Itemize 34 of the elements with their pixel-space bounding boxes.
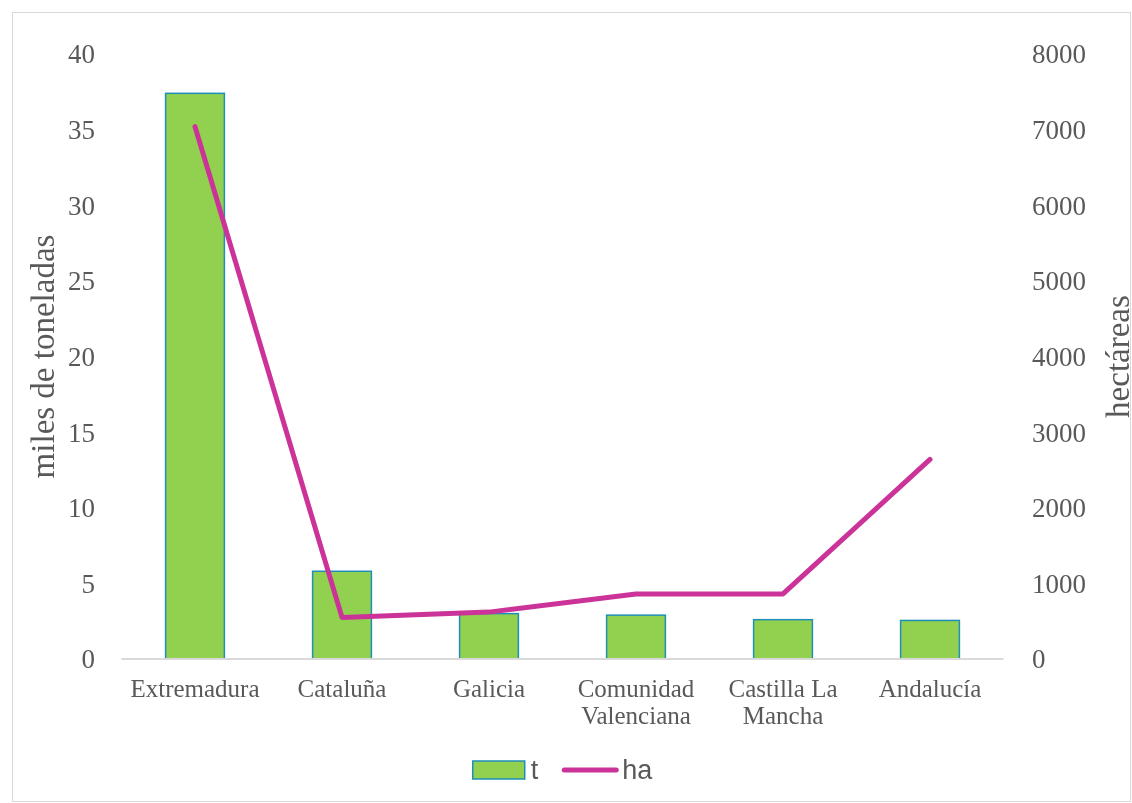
y2-tick-label: 7000 — [1032, 115, 1086, 146]
bar — [605, 614, 667, 660]
y2-tick-label: 4000 — [1032, 341, 1086, 372]
y2-tick-label: 2000 — [1032, 493, 1086, 524]
legend-label: t — [530, 755, 539, 786]
x-tick-label: Extremadura — [130, 675, 260, 702]
bar — [458, 612, 520, 660]
y2-tick-label: 5000 — [1032, 266, 1086, 297]
y-tick-label: 25 — [68, 266, 95, 297]
y-tick-label: 30 — [68, 190, 95, 221]
bar — [164, 92, 226, 660]
x-tick-label: Galicia — [452, 675, 526, 702]
y2-tick-label: 8000 — [1032, 39, 1086, 70]
y-tick-label: 20 — [68, 341, 95, 372]
y-axis-title: miles de toneladas — [25, 234, 61, 479]
y-tick-label: 35 — [68, 115, 95, 146]
y2-tick-label: 3000 — [1032, 417, 1086, 448]
y2-tick-label: 1000 — [1032, 568, 1086, 599]
x-tick-label: Castilla La Mancha — [728, 675, 838, 729]
x-tick-label: Andalucía — [878, 675, 982, 702]
y2-tick-label: 6000 — [1032, 190, 1086, 221]
y2-tick-label: 0 — [1032, 644, 1046, 675]
y-tick-label: 10 — [68, 493, 95, 524]
y-tick-label: 40 — [68, 39, 95, 70]
y-tick-label: 15 — [68, 417, 95, 448]
bar — [752, 618, 814, 660]
bar — [311, 570, 373, 660]
y-tick-label: 5 — [81, 568, 95, 599]
y2-axis-title: hectáreas — [1100, 295, 1132, 418]
bar — [899, 619, 961, 660]
x-tick-label: Comunidad Valenciana — [577, 675, 695, 729]
x-tick-label: Cataluña — [297, 675, 387, 702]
y-tick-label: 0 — [81, 644, 95, 675]
legend-label: ha — [622, 755, 654, 786]
